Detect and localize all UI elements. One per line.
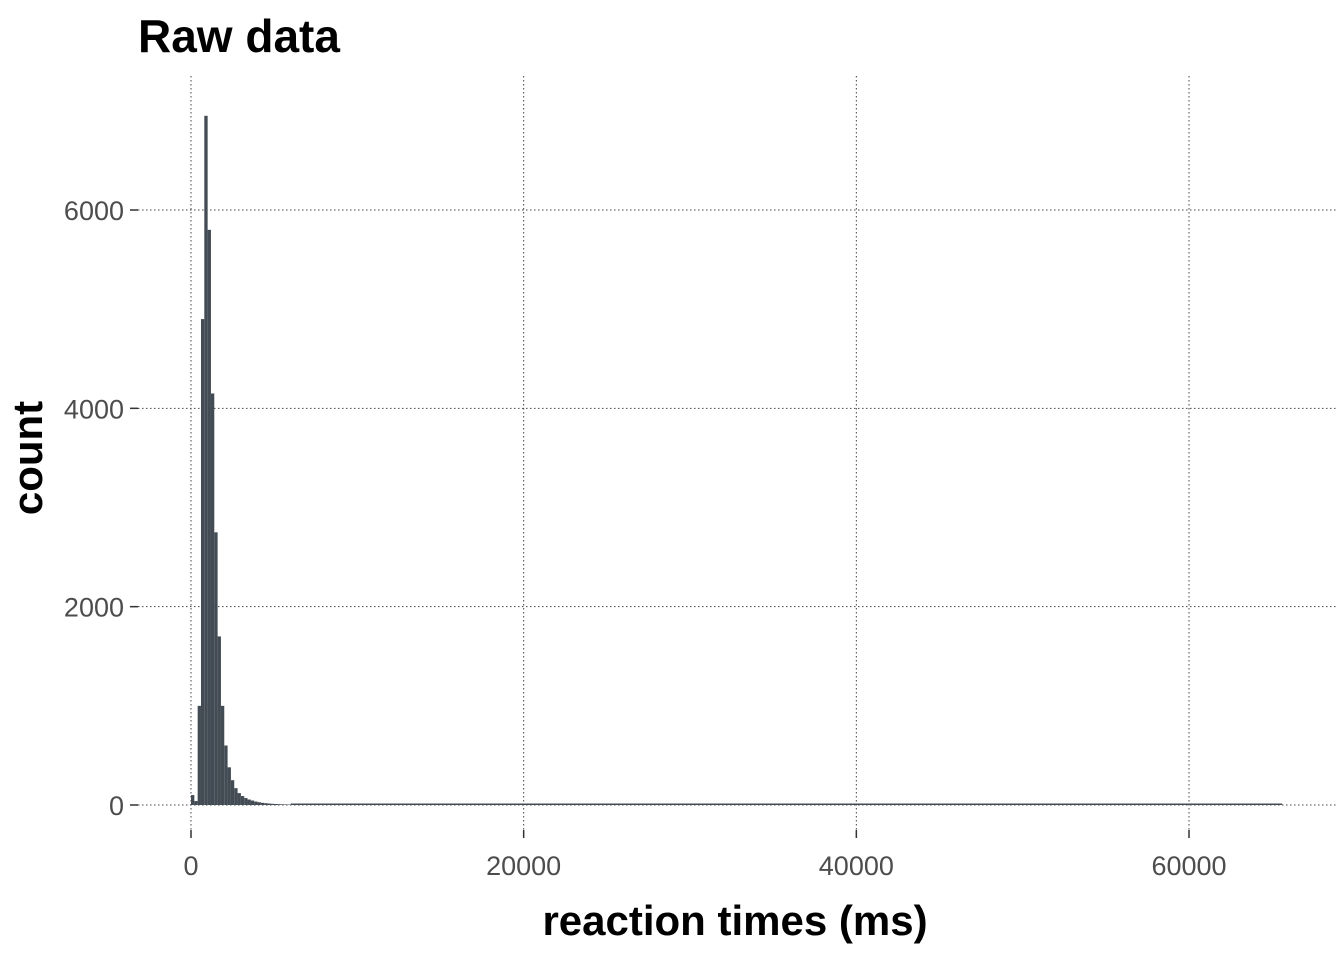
- histogram-bar: [267, 803, 271, 805]
- histogram-bar: [260, 802, 265, 805]
- baseline: [290, 803, 1283, 805]
- chart-title: Raw data: [138, 10, 340, 62]
- histogram-bar: [197, 705, 201, 805]
- histogram-bar: [207, 229, 211, 806]
- histogram-bar: [280, 804, 285, 805]
- x-tick-label: 0: [183, 851, 198, 881]
- histogram-bar: [284, 804, 288, 805]
- histogram-bar: [200, 319, 205, 805]
- y-tick-label: 6000: [64, 196, 124, 226]
- histogram-bar: [191, 795, 195, 805]
- histogram-bar: [227, 767, 231, 805]
- grid-lines: [138, 76, 1336, 830]
- histogram-bar: [220, 705, 225, 805]
- y-tick-label: 2000: [64, 593, 124, 623]
- histogram-bar: [250, 800, 255, 805]
- y-axis-ticks: 0 2000 4000 6000: [64, 196, 138, 821]
- x-tick-label: 20000: [486, 851, 561, 881]
- y-axis-title: count: [4, 401, 51, 515]
- histogram-bar: [194, 801, 198, 805]
- histogram-bar: [274, 804, 278, 805]
- histogram-bar: [254, 801, 258, 805]
- histogram-bar: [230, 780, 235, 805]
- histogram-bar: [224, 745, 228, 805]
- histogram-bar: [210, 393, 215, 805]
- tail-bars: [290, 803, 1283, 805]
- histogram-bar: [240, 796, 245, 805]
- y-tick-label: 4000: [64, 394, 124, 424]
- histogram-bar: [287, 804, 291, 806]
- x-tick-label: 40000: [819, 851, 894, 881]
- histogram-bar: [257, 802, 261, 805]
- histogram-bar: [237, 793, 241, 805]
- histogram-bar: [204, 115, 208, 805]
- histogram-bar: [234, 788, 238, 805]
- histogram-bar: [270, 803, 275, 805]
- y-tick-label: 0: [109, 791, 124, 821]
- x-tick-label: 60000: [1151, 851, 1226, 881]
- histogram-bar: [277, 804, 281, 805]
- x-axis-ticks: 0 20000 40000 60000: [183, 830, 1227, 881]
- histogram-bar: [264, 803, 268, 805]
- histogram-bar: [244, 798, 248, 805]
- histogram-bar: [217, 636, 221, 805]
- histogram-bars: [191, 115, 291, 806]
- histogram-bar: [247, 799, 251, 805]
- histogram-bar: [214, 532, 218, 805]
- x-axis-title: reaction times (ms): [542, 897, 927, 944]
